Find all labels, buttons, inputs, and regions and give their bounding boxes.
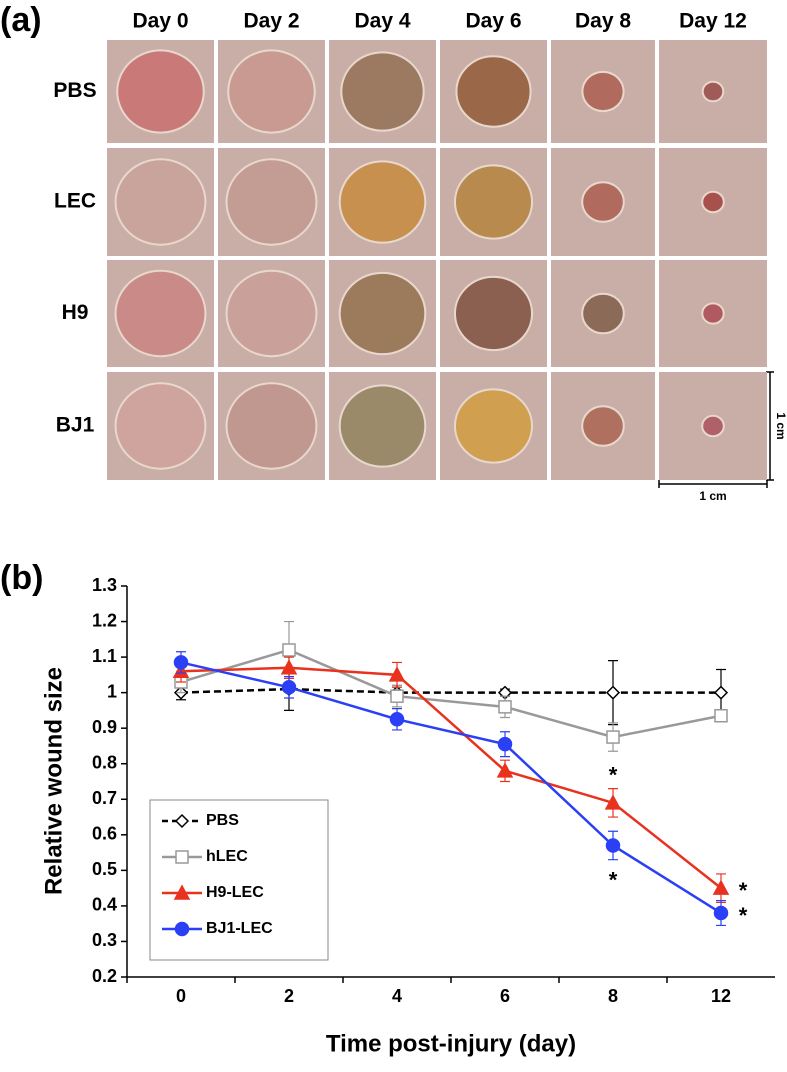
wound [701, 414, 725, 438]
x-tick-label: 4 [392, 986, 402, 1006]
scale-label: 1 cm [774, 412, 787, 439]
y-tick-label: 0.5 [92, 859, 117, 879]
scale-label: 1 cm [699, 489, 726, 503]
significance: * [609, 867, 618, 892]
column-header: Day 8 [575, 10, 631, 33]
wound [701, 80, 725, 103]
legend-label: BJ1-LEC [206, 920, 273, 937]
wound [338, 160, 427, 244]
y-tick-label: 0.6 [92, 824, 117, 844]
wound [581, 405, 625, 447]
wound [581, 292, 625, 335]
legend-marker [174, 921, 190, 937]
y-tick-label: 0.8 [92, 752, 117, 772]
legend-marker [174, 813, 190, 829]
marker [605, 685, 621, 700]
wound [453, 275, 534, 352]
legend-label: H9-LEC [206, 884, 264, 901]
significance: * [609, 763, 618, 788]
column-header: Day 12 [679, 10, 747, 33]
row-label: LEC [54, 190, 96, 213]
wound [225, 269, 318, 358]
marker [496, 762, 514, 778]
row-label: PBS [53, 79, 96, 102]
marker [497, 736, 513, 752]
marker [605, 838, 621, 853]
wound [581, 181, 625, 223]
row-label: H9 [62, 301, 89, 324]
legend-label: hLEC [206, 848, 248, 865]
y-tick-label: 0.7 [92, 788, 117, 808]
marker [604, 794, 622, 810]
x-axis-title: Time post-injury (day) [326, 1030, 576, 1057]
wound [225, 158, 318, 246]
marker [173, 655, 189, 670]
y-tick-label: 1.3 [92, 575, 117, 595]
legend-marker [175, 850, 189, 864]
marker [713, 685, 729, 700]
wound [114, 158, 207, 246]
wound [114, 382, 207, 470]
x-tick-label: 8 [608, 986, 618, 1006]
y-axis-title: Relative wound size [40, 667, 67, 895]
series-line [180, 648, 722, 739]
panel-label: (a) [0, 1, 42, 39]
wound [114, 269, 207, 358]
legend: PBS hLEC H9-LEC BJ1-LEC [149, 799, 329, 961]
column-header: Day 6 [465, 10, 521, 33]
wound [227, 49, 316, 134]
x-tick-label: 12 [711, 986, 731, 1006]
marker [388, 666, 406, 682]
series-line [180, 661, 722, 915]
legend-label: PBS [206, 812, 239, 829]
row-label: BJ1 [56, 414, 95, 437]
column-header: Day 4 [354, 10, 410, 33]
wound [455, 55, 532, 128]
wound [701, 302, 725, 325]
y-tick-label: 1.2 [92, 610, 117, 630]
wound [340, 51, 425, 132]
y-tick-label: 0.4 [92, 895, 117, 915]
y-tick-label: 0.2 [92, 966, 117, 986]
wound [338, 271, 427, 356]
significance: * [739, 878, 748, 903]
column-header: Day 2 [243, 10, 299, 33]
wound [453, 388, 534, 464]
y-tick-label: 0.3 [92, 930, 117, 950]
marker [282, 643, 296, 657]
marker [390, 689, 404, 703]
column-header: Day 0 [132, 10, 188, 33]
wound [116, 49, 205, 134]
y-tick-label: 0.9 [92, 717, 117, 737]
panel-label: (b) [0, 559, 43, 597]
wound [225, 382, 318, 470]
significance: * [739, 903, 748, 928]
wound [338, 384, 427, 468]
marker [280, 659, 298, 675]
wound [581, 70, 625, 113]
x-tick-label: 0 [176, 986, 186, 1006]
marker [714, 708, 728, 723]
wound [453, 164, 534, 240]
marker [281, 680, 297, 695]
x-tick-label: 2 [284, 986, 294, 1006]
marker [713, 905, 729, 921]
y-tick-label: 1.1 [92, 646, 117, 666]
marker [606, 730, 620, 744]
y-tick-label: 1 [107, 681, 117, 701]
x-tick-label: 6 [500, 986, 510, 1006]
marker [712, 879, 730, 895]
series-line [180, 687, 721, 694]
marker [498, 700, 512, 714]
marker [389, 712, 405, 727]
series-line [180, 666, 722, 890]
wound [701, 190, 725, 214]
legend-marker [173, 884, 191, 900]
